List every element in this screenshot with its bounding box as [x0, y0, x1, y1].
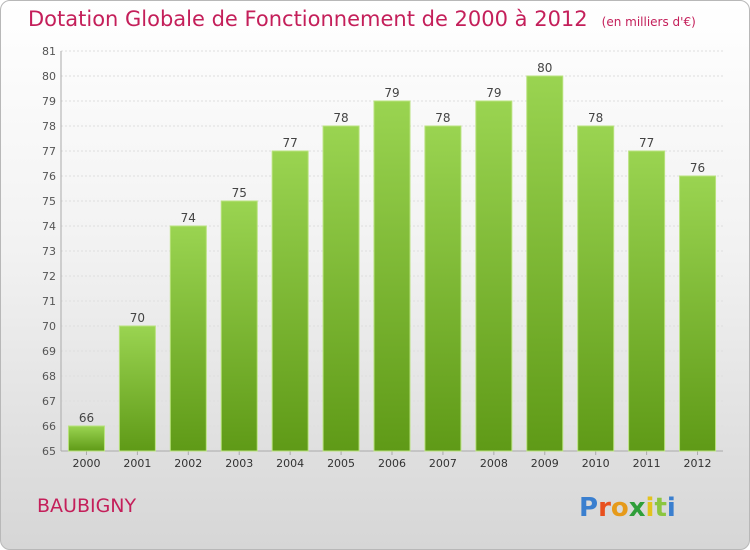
x-tick-label: 2007	[429, 457, 457, 470]
x-tick-label: 2000	[72, 457, 100, 470]
y-tick-label: 78	[42, 120, 56, 133]
bar	[67, 425, 105, 452]
bar	[424, 125, 462, 452]
data-label: 78	[435, 111, 450, 125]
x-tick-label: 2004	[276, 457, 304, 470]
data-label: 77	[639, 136, 654, 150]
data-label: 79	[486, 86, 501, 100]
data-label: 79	[384, 86, 399, 100]
data-label: 77	[283, 136, 298, 150]
y-tick-label: 74	[42, 220, 56, 233]
bar	[220, 200, 258, 452]
bar	[577, 125, 615, 452]
data-label: 75	[232, 186, 247, 200]
bar	[271, 150, 309, 452]
data-label: 74	[181, 211, 196, 225]
x-tick-label: 2008	[480, 457, 508, 470]
bar	[169, 225, 207, 452]
y-tick-label: 72	[42, 270, 56, 283]
commune-name: BAUBIGNY	[37, 495, 137, 517]
svg-text:Proxiti: Proxiti	[579, 493, 676, 523]
bar	[475, 100, 513, 452]
data-label: 66	[79, 411, 94, 425]
y-tick-label: 75	[42, 195, 56, 208]
bars	[67, 75, 717, 452]
data-label: 78	[588, 111, 603, 125]
title-block: Dotation Globale de Fonctionnement de 20…	[28, 7, 696, 31]
bar	[373, 100, 411, 452]
x-tick-label: 2012	[684, 457, 712, 470]
x-tick-label: 2003	[225, 457, 253, 470]
x-tick-labels: 2000 2001 2002 2003 2004 2005 2006 2007 2008 2009…	[72, 457, 711, 470]
bar	[628, 150, 666, 452]
x-tick-label: 2002	[174, 457, 202, 470]
x-tick-label: 2001	[123, 457, 151, 470]
y-tick-labels: 65 66 67 68 69 70 71 72 73 74 75 76 77 78 79 80 81	[42, 45, 56, 458]
x-tick-label: 2006	[378, 457, 406, 470]
chart-title: Dotation Globale de Fonctionnement de 20…	[28, 7, 588, 31]
y-tick-label: 69	[42, 345, 56, 358]
y-tick-label: 68	[42, 370, 56, 383]
y-tick-label: 65	[42, 445, 56, 458]
bar	[679, 175, 717, 452]
data-labels: 66 70 74 75 77 78 79 78 79 80 78 77 76	[79, 61, 705, 425]
x-tick-label: 2005	[327, 457, 355, 470]
bar	[118, 325, 156, 452]
x-tick-label: 2009	[531, 457, 559, 470]
y-tick-label: 70	[42, 320, 56, 333]
chart-subtitle: (en milliers d'€)	[601, 15, 696, 29]
bar	[526, 75, 564, 452]
data-label: 80	[537, 61, 552, 75]
y-tick-label: 80	[42, 70, 56, 83]
y-tick-label: 67	[42, 395, 56, 408]
x-tick-label: 2010	[582, 457, 610, 470]
y-tick-label: 66	[42, 420, 56, 433]
data-label: 78	[333, 111, 348, 125]
y-tick-label: 81	[42, 45, 56, 58]
y-tick-label: 76	[42, 170, 56, 183]
data-label: 70	[130, 311, 145, 325]
y-tick-label: 71	[42, 295, 56, 308]
y-tick-label: 79	[42, 95, 56, 108]
y-tick-label: 77	[42, 145, 56, 158]
proxiti-logo: Proxiti	[579, 493, 676, 523]
y-tick-label: 73	[42, 245, 56, 258]
x-tick-label: 2011	[633, 457, 661, 470]
bar	[322, 125, 360, 452]
data-label: 76	[690, 161, 705, 175]
